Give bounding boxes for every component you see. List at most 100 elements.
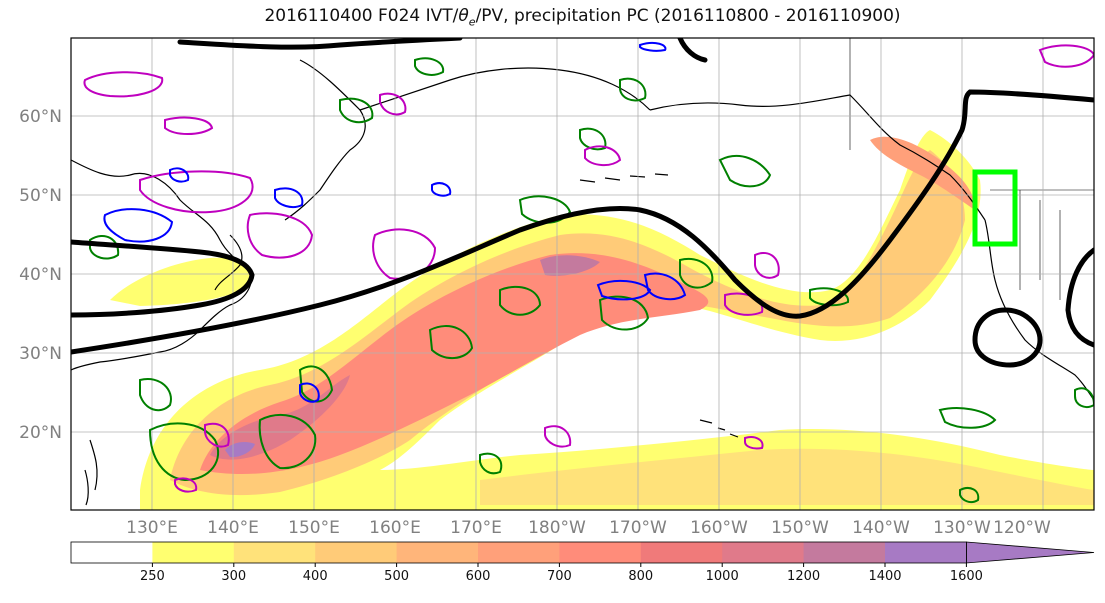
pv-negative-contours xyxy=(103,41,687,403)
colorbar-segment xyxy=(233,542,316,563)
title-theta: θ xyxy=(458,6,469,26)
ivt-band-1000 xyxy=(210,375,350,460)
colorbar-label: 1200 xyxy=(787,569,820,584)
ivt-band-600 xyxy=(200,253,709,475)
pv-contour-negative xyxy=(103,208,174,243)
ivt-shading xyxy=(110,130,1094,510)
lon-label-140w: 140°W xyxy=(852,518,910,538)
precip-contour xyxy=(579,127,607,151)
precip-contour xyxy=(518,195,572,224)
colorbar-label: 600 xyxy=(466,569,491,584)
colorbar-segment xyxy=(559,542,642,563)
pv-contour-positive xyxy=(584,145,622,166)
theta-e-contour-east xyxy=(1065,247,1094,348)
colorbar-label: 1000 xyxy=(706,569,739,584)
colorbar-segment xyxy=(885,542,967,563)
colorbar-label: 250 xyxy=(140,569,165,584)
pv-contour-positive xyxy=(139,170,254,214)
title-theta-sub: e xyxy=(468,15,476,29)
colorbar-label: 1400 xyxy=(868,569,901,584)
theta-e-contour-main xyxy=(71,89,1094,355)
precip-contour xyxy=(428,325,474,359)
precip-contour xyxy=(258,414,317,470)
lon-label-150w: 150°W xyxy=(771,518,829,538)
title-suffix: /PV, precipitation PC (2016110800 - 2016… xyxy=(475,6,901,26)
colorbar-segment xyxy=(722,542,805,563)
border-states xyxy=(1019,190,1061,300)
precip-contour xyxy=(938,407,997,429)
pv-contour-positive xyxy=(204,422,230,448)
lat-label-60: 60°N xyxy=(19,107,62,127)
precip-contour xyxy=(499,285,542,316)
lat-label-50: 50°N xyxy=(19,186,62,206)
colorbar-segment xyxy=(803,542,886,563)
pv-contour-positive xyxy=(246,212,314,259)
lon-label-130w: 130°W xyxy=(933,518,991,538)
colorbar-label: 400 xyxy=(303,569,328,584)
lon-label-150e: 150°E xyxy=(288,518,340,538)
precip-contour xyxy=(718,155,772,188)
ivt-band-ne xyxy=(870,136,975,210)
pv-contour-negative xyxy=(274,187,304,208)
precip-contour xyxy=(89,235,120,260)
coastline-na-west xyxy=(984,219,1094,401)
map-frame xyxy=(70,37,1095,511)
precip-contour xyxy=(339,97,374,124)
lon-label-130e: 130°E xyxy=(126,518,178,538)
lon-label-180w: 180°W xyxy=(528,518,586,538)
pv-contour-positive xyxy=(544,425,572,448)
colorbar-label: 500 xyxy=(384,569,409,584)
longitude-labels: 130°E 140°E 150°E 160°E 170°E 180°W 170°… xyxy=(126,518,1051,538)
map-plot-area xyxy=(71,38,1094,510)
colorbar-label: 700 xyxy=(547,569,572,584)
precip-contour xyxy=(809,287,850,307)
pv-contour-negative xyxy=(643,272,687,301)
colorbar: 250 300 400 500 600 700 800 1000 1200 1400 1600 xyxy=(70,541,1095,584)
precip-contour xyxy=(148,422,220,482)
pv-contour-positive xyxy=(83,71,164,98)
precip-contour xyxy=(414,57,445,76)
political-borders xyxy=(849,38,1094,300)
coastline-siberia xyxy=(284,59,651,221)
precip-contour xyxy=(598,295,650,331)
colorbar-label: 300 xyxy=(221,569,246,584)
lat-label-40: 40°N xyxy=(19,265,62,285)
ivt-band-1200-core xyxy=(540,255,600,276)
colorbar-extend-arrow xyxy=(966,541,1095,564)
pv-contour-negative xyxy=(639,41,667,52)
latitude-labels: 60°N 50°N 40°N 30°N 20°N xyxy=(19,107,62,443)
colorbar-segment xyxy=(152,542,235,563)
colorbar-segment xyxy=(640,542,723,563)
coastline-alaska xyxy=(649,94,986,221)
lat-label-30: 30°N xyxy=(19,344,62,364)
theta-e-contour-north xyxy=(177,38,463,50)
theta-e-contour-top xyxy=(677,38,708,63)
colorbar-label: 800 xyxy=(628,569,653,584)
graticule xyxy=(71,38,1094,510)
colorbar-segment xyxy=(478,542,560,563)
lon-label-120w: 120°W xyxy=(993,518,1051,538)
theta-e-contour-loop xyxy=(972,307,1043,368)
lon-label-170w: 170°W xyxy=(609,518,667,538)
coastline-japan xyxy=(214,234,243,291)
pv-contour-positive xyxy=(379,92,407,116)
pv-contour-negative xyxy=(431,182,452,197)
pv-contour-negative xyxy=(596,279,652,301)
lon-label-170e: 170°E xyxy=(450,518,502,538)
precip-pc-contours xyxy=(89,57,1094,504)
theta-e-contours xyxy=(71,38,1094,368)
precip-contour xyxy=(679,257,714,289)
lon-label-140e: 140°E xyxy=(207,518,259,538)
pv-contour-negative xyxy=(299,382,320,403)
pv-contour-negative xyxy=(169,167,190,183)
pv-contour-positive xyxy=(724,292,764,316)
colorbar-segment xyxy=(71,542,153,563)
ivt-band-1400 xyxy=(225,442,255,458)
map-title: 2016110400 F024 IVT/θe/PV, precipitation… xyxy=(0,6,1105,28)
pv-contour-positive xyxy=(754,252,780,279)
pv-contour-positive xyxy=(174,477,198,493)
pv-contour-positive xyxy=(164,116,214,135)
precip-contour xyxy=(479,452,503,475)
colorbar-frame xyxy=(70,541,967,564)
